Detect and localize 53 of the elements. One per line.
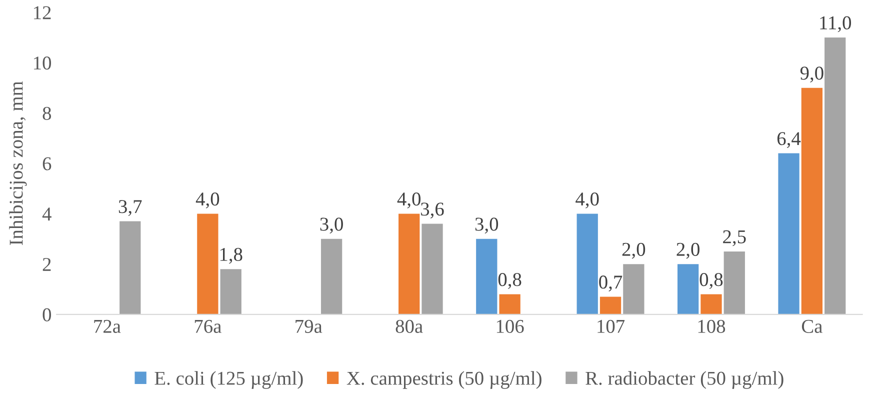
data-label: 3,6: [421, 202, 444, 218]
y-tick-label: 12: [34, 6, 51, 20]
bar: [824, 38, 846, 314]
data-label: 4,0: [397, 192, 421, 208]
x-tick-label: Ca: [802, 320, 822, 333]
y-tick-label: 10: [34, 56, 52, 70]
data-label: 3,0: [320, 218, 343, 234]
x-tick-label: 106: [496, 320, 524, 333]
bar: [197, 214, 218, 314]
bar: [398, 214, 420, 314]
data-label: 0,8: [700, 273, 723, 289]
data-label: 9,0: [800, 66, 824, 83]
data-label: 11,0: [820, 16, 852, 32]
legend-label: E. coli (125 µg/ml): [154, 371, 303, 389]
y-tick-label: 2: [42, 258, 51, 271]
bar: [320, 238, 342, 314]
bar: [120, 221, 141, 314]
data-label: 3,0: [475, 218, 498, 234]
y-axis-title: Inhibicijos zona, mm: [9, 81, 27, 246]
bar: [677, 264, 699, 314]
bar: [600, 296, 622, 314]
x-tick-label: 80a: [396, 320, 423, 333]
data-label: 1,8: [220, 248, 242, 264]
x-tick-label: 79a: [296, 320, 322, 333]
data-label: 0,8: [498, 273, 522, 289]
bar: [724, 251, 745, 314]
legend-label: R. radiobacter (50 µg/ml): [586, 371, 784, 389]
data-label: 4,0: [196, 192, 220, 208]
y-tick-label: 8: [42, 106, 52, 120]
data-label: 4,0: [576, 192, 599, 208]
data-label: 6,4: [777, 132, 801, 148]
x-tick-label: 76a: [194, 320, 222, 333]
data-label: 0,7: [599, 276, 622, 292]
bar: [623, 264, 644, 314]
x-tick-label: 72a: [94, 320, 121, 333]
y-tick-label: 4: [42, 208, 52, 220]
x-tick-label: 107: [598, 320, 625, 333]
y-tick-label: 6: [42, 157, 52, 170]
bar: [801, 88, 823, 314]
data-label: 2,5: [723, 230, 746, 246]
bar: [220, 269, 242, 314]
data-label: 2,0: [622, 242, 646, 259]
bar: [499, 294, 520, 314]
bar: [476, 238, 498, 314]
y-tick-label: 0: [42, 308, 52, 322]
x-tick-label: 108: [698, 320, 726, 333]
bar: [422, 224, 443, 314]
bar: [778, 153, 800, 314]
data-label: 3,7: [118, 200, 142, 216]
data-label: 2,0: [676, 242, 700, 259]
legend-label: X. campestris (50 µg/ml): [346, 371, 542, 389]
bar: [576, 214, 598, 314]
bar: [700, 294, 722, 314]
